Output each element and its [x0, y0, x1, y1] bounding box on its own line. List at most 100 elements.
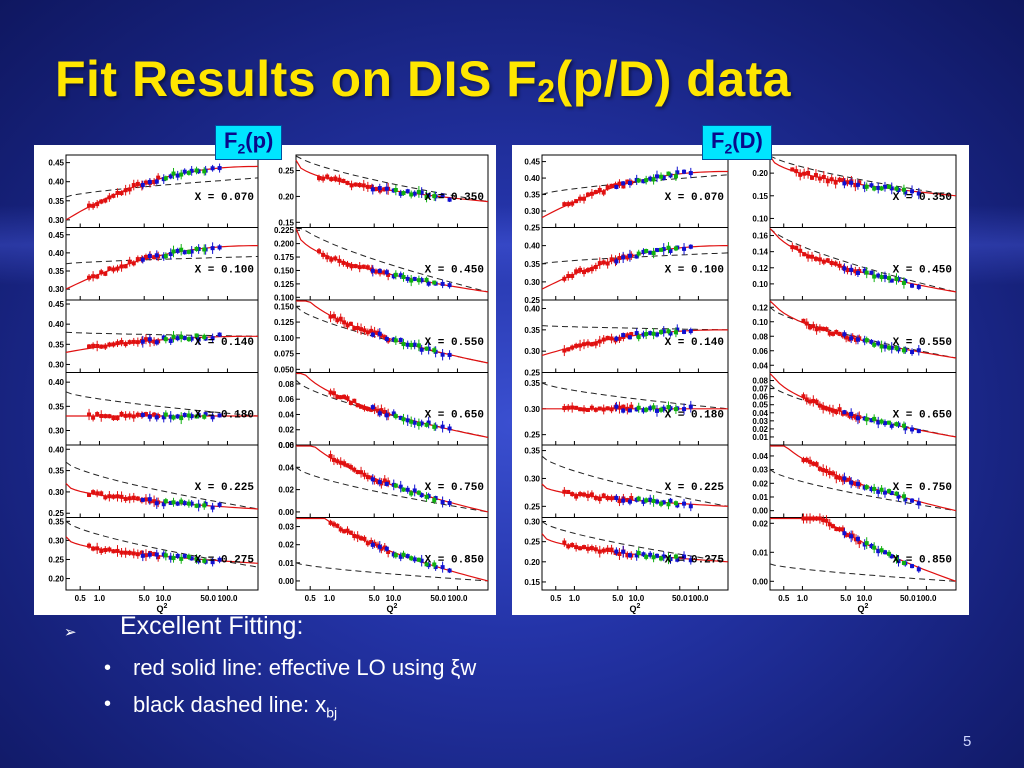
data-point [876, 489, 881, 494]
x-tick-label: 100.0 [447, 594, 468, 603]
fit-solid-curve [295, 228, 489, 293]
lo-dashed-curve [541, 521, 729, 563]
data-point [810, 175, 815, 180]
data-point [365, 330, 370, 335]
data-point [119, 494, 124, 499]
data-point [186, 554, 191, 559]
data-point [377, 331, 382, 336]
data-point [355, 403, 360, 408]
data-point [682, 329, 687, 334]
y-tick-label: 0.30 [524, 347, 540, 356]
data-point [829, 261, 834, 266]
subplot: 0.30 0.35 0.40 X = 0.180 [48, 372, 259, 446]
data-point [864, 485, 869, 490]
data-point [621, 549, 626, 554]
data-point [338, 316, 343, 321]
data-point [140, 412, 145, 417]
y-tick-label: 0.200 [274, 240, 295, 249]
data-point [349, 183, 354, 188]
data-point [570, 273, 575, 278]
data-point [432, 194, 437, 199]
data-point [794, 245, 799, 250]
data-point [107, 494, 112, 499]
y-tick-label: 0.06 [752, 393, 768, 402]
data-point [409, 491, 414, 496]
panel-x-label: X = 0.180 [665, 409, 724, 421]
y-tick-label: 0.20 [278, 192, 294, 201]
data-point [837, 177, 842, 182]
data-point [405, 554, 410, 559]
data-point [379, 408, 384, 413]
data-point [842, 476, 847, 481]
data-point [601, 190, 606, 195]
data-point [342, 320, 347, 325]
fit-solid-curve [296, 517, 489, 582]
data-point [405, 418, 410, 423]
chart-f2p-panel: 0.30 0.35 0.40 0.45 X = 0.070 0.30 0.35 0.40 0.4… [34, 145, 496, 615]
data-point [849, 180, 854, 185]
data-point [688, 171, 693, 176]
data-point [636, 405, 641, 410]
data-point [99, 413, 104, 418]
data-point [621, 255, 626, 260]
data-point [806, 170, 811, 175]
data-point [827, 407, 832, 412]
data-point [668, 498, 673, 503]
data-point [107, 195, 112, 200]
panel-x-label: X = 0.225 [195, 482, 255, 494]
data-point [644, 332, 649, 337]
data-point [189, 501, 194, 506]
data-point [103, 198, 108, 203]
fit-solid-curve [770, 445, 957, 512]
data-point [217, 166, 222, 171]
data-point [377, 480, 382, 485]
data-point [831, 471, 836, 476]
lo-dashed-curve [65, 256, 259, 265]
data-point [147, 414, 152, 419]
data-point [412, 488, 417, 493]
data-point [405, 342, 410, 347]
data-point [668, 331, 673, 336]
data-point [398, 273, 403, 278]
y-tick-label: 0.30 [48, 536, 64, 545]
data-point [585, 493, 590, 498]
data-point [325, 174, 330, 179]
data-point [808, 459, 813, 464]
data-point [849, 267, 854, 272]
y-tick-label: 0.40 [48, 445, 64, 454]
data-point [648, 331, 653, 336]
data-point [842, 181, 847, 186]
data-point [349, 264, 354, 269]
data-point [644, 498, 649, 503]
data-point [335, 394, 340, 399]
data-point [393, 187, 398, 192]
data-point [617, 336, 622, 341]
subplot-frame [541, 517, 729, 591]
y-tick-label: 0.075 [274, 350, 295, 359]
data-point [864, 270, 869, 275]
data-point [333, 176, 338, 181]
data-point [659, 556, 664, 561]
data-point [810, 254, 815, 259]
data-point [175, 501, 180, 506]
data-point [597, 406, 602, 411]
panel-x-label: X = 0.550 [893, 337, 952, 349]
dot-bullet-icon: • [104, 693, 112, 715]
data-point [636, 251, 641, 256]
data-point [825, 179, 830, 184]
data-point [802, 252, 807, 257]
data-point [325, 255, 330, 260]
data-point [593, 190, 598, 195]
data-point [447, 501, 452, 506]
data-point [161, 177, 166, 182]
x-tick-label: 10.0 [857, 594, 873, 603]
data-point [189, 336, 194, 341]
data-point [168, 555, 173, 560]
data-point [634, 407, 639, 412]
data-point [382, 409, 387, 414]
data-point [87, 275, 92, 280]
subplot: 0.10 0.15 0.20 X = 0.350 [752, 154, 957, 228]
data-point [910, 283, 915, 288]
data-point [901, 280, 906, 285]
panel-x-label: X = 0.070 [665, 192, 724, 204]
